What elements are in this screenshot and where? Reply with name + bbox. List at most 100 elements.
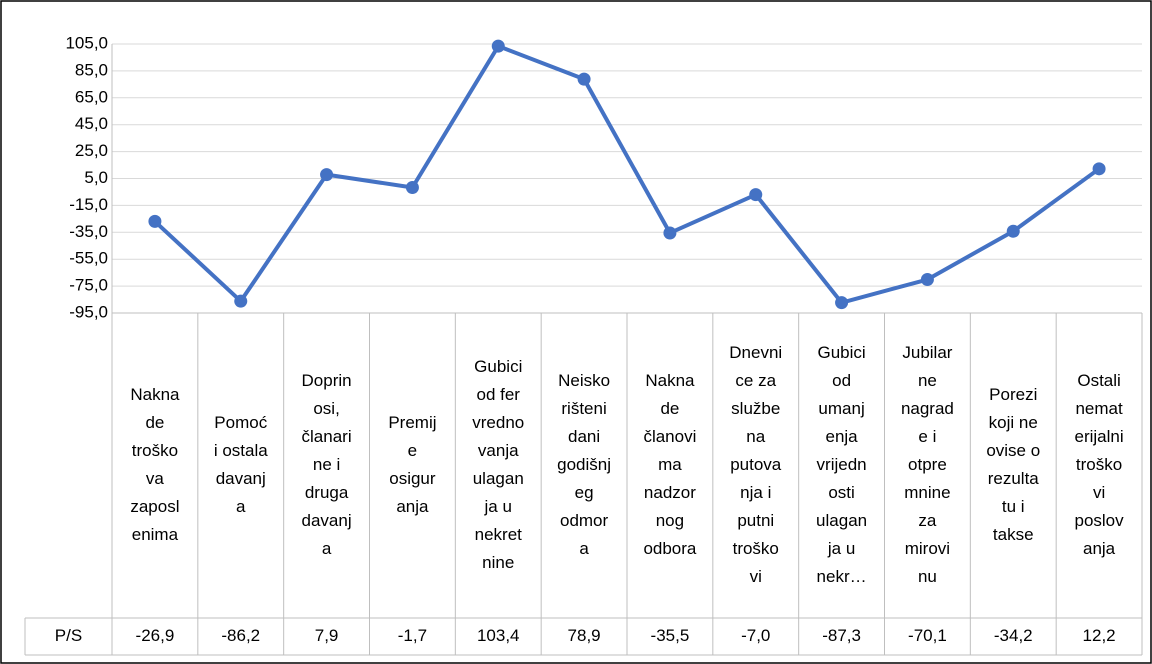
category-label: e i (918, 427, 936, 446)
category-label: umanj (818, 399, 864, 418)
category-label: Gubici (817, 343, 865, 362)
category-label: va (146, 469, 165, 488)
y-tick-label: -75,0 (69, 276, 108, 295)
category-label: ne (918, 371, 937, 390)
y-tick-label: 85,0 (75, 60, 108, 79)
category-label: ja u (827, 539, 855, 558)
category-label: druga (305, 483, 349, 502)
category-label: poslov (1075, 511, 1125, 530)
value-label: 7,9 (315, 626, 339, 645)
category-label: nekr… (817, 567, 867, 586)
category-label: nog (656, 511, 684, 530)
category-label: Neisko (558, 371, 610, 390)
category-label: nja i (740, 483, 771, 502)
value-label: 78,9 (568, 626, 601, 645)
y-tick-label: -15,0 (69, 195, 108, 214)
category-label: na (746, 427, 765, 446)
point (405, 181, 419, 195)
category-label: a (236, 497, 246, 516)
category-label: troško (1076, 455, 1122, 474)
category-label: odbora (643, 539, 696, 558)
category-label: članovi (643, 427, 696, 446)
category-label: Ostali (1077, 371, 1120, 390)
category-label: Porezi (989, 385, 1037, 404)
point (577, 72, 591, 86)
y-tick-label: 105,0 (65, 33, 108, 52)
value-label: 103,4 (477, 626, 520, 645)
category-label: Jubilar (902, 343, 952, 362)
category-label: nagrad (901, 399, 954, 418)
y-tick-label: -55,0 (69, 249, 108, 268)
category-label: mnine (904, 483, 950, 502)
category-label: davanj (216, 469, 266, 488)
point (1006, 224, 1020, 238)
value-label: -26,9 (136, 626, 175, 645)
category-label: od (832, 371, 851, 390)
point (1092, 162, 1106, 176)
value-label: 12,2 (1083, 626, 1116, 645)
category-label: mirovi (905, 539, 950, 558)
category-label: nine (482, 553, 514, 572)
category-label: anja (1083, 539, 1116, 558)
point (234, 294, 248, 308)
category-label: vi (750, 567, 762, 586)
category-label: osti (828, 483, 854, 502)
value-label: -7,0 (741, 626, 770, 645)
category-label: rišteni (561, 399, 606, 418)
value-label: -70,1 (908, 626, 947, 645)
category-label: anja (396, 497, 429, 516)
category-label: otpre (908, 455, 947, 474)
category-label: Nakna (130, 385, 180, 404)
category-label: e (408, 441, 417, 460)
category-label: troško (733, 539, 779, 558)
category-label: ulagan (473, 469, 524, 488)
category-label: odmor (560, 511, 609, 530)
category-label: troško (132, 441, 178, 460)
category-label: takse (993, 525, 1034, 544)
y-tick-label: 45,0 (75, 114, 108, 133)
category-label: od fer (477, 385, 521, 404)
category-label: Pomoć (214, 413, 267, 432)
point (663, 226, 677, 240)
y-tick-label: -95,0 (69, 302, 108, 321)
category-label: nekret (475, 525, 523, 544)
value-label: -35,5 (651, 626, 690, 645)
category-label: tu i (1002, 497, 1025, 516)
category-label: vredno (472, 413, 524, 432)
category-label: ja u (484, 497, 512, 516)
category-label: eg (575, 483, 594, 502)
point (749, 188, 763, 202)
category-label: ne i (313, 455, 340, 474)
category-label: nadzor (644, 483, 696, 502)
value-label: -86,2 (221, 626, 260, 645)
category-label: a (579, 539, 589, 558)
category-label: dani (568, 427, 600, 446)
point (491, 39, 505, 53)
category-label: osi, (313, 399, 339, 418)
category-label: de (660, 399, 679, 418)
category-label: ma (658, 455, 682, 474)
value-label: -1,7 (398, 626, 427, 645)
category-label: zaposl (130, 497, 179, 516)
point (920, 273, 934, 287)
category-label: Doprin (302, 371, 352, 390)
category-label: ce za (735, 371, 776, 390)
category-label: ovise o (986, 441, 1040, 460)
category-label: ulagan (816, 511, 867, 530)
category-label: a (322, 539, 332, 558)
category-label: i ostala (214, 441, 268, 460)
y-tick-label: 65,0 (75, 87, 108, 106)
value-label: -34,2 (994, 626, 1033, 645)
category-label: Premij (388, 413, 436, 432)
category-label: enima (132, 525, 179, 544)
category-label: osigur (389, 469, 436, 488)
category-label: vi (1093, 483, 1105, 502)
category-label: putova (730, 455, 782, 474)
series-line (153, 44, 1101, 305)
point (320, 168, 334, 182)
category-label: godišnj (557, 455, 611, 474)
category-label: Gubici (474, 357, 522, 376)
category-label: davanj (302, 511, 352, 530)
